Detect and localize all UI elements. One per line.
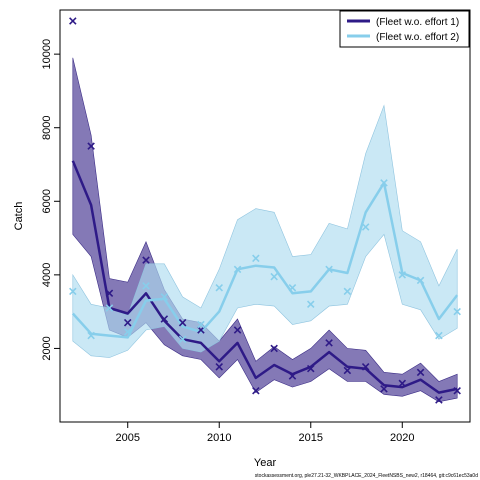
observed-points [69, 17, 461, 404]
observed-point-series-1 [288, 372, 297, 380]
observed-point-series-2 [123, 328, 132, 336]
observed-point-series-2 [160, 293, 169, 301]
observed-point-series-2 [361, 223, 370, 231]
x-tick-label: 2020 [390, 432, 414, 444]
confidence-bands [72, 57, 458, 403]
band-series-2 [72, 104, 458, 358]
observed-point-series-1 [361, 363, 370, 371]
y-tick-label: 6000 [41, 189, 53, 213]
observed-point-series-1 [270, 344, 278, 353]
observed-point-series-1 [343, 366, 352, 375]
y-axis-label: Catch [13, 202, 25, 231]
observed-point-series-1 [453, 386, 461, 395]
observed-point-series-2 [380, 179, 388, 187]
observed-point-series-2 [343, 287, 352, 296]
observed-point-series-2 [288, 283, 297, 292]
observed-point-series-1 [380, 385, 388, 393]
observed-point-series-2 [252, 254, 260, 263]
footer-note: stockassessment.org, ple27.21-32_WKBPLAC… [255, 473, 478, 479]
y-tick-label: 2000 [41, 336, 53, 360]
x-tick-label: 2010 [207, 432, 231, 444]
observed-point-series-1 [123, 318, 132, 327]
legend-label-series-2: (Fleet w.o. effort 2) [376, 32, 459, 43]
y-tick-label: 4000 [41, 263, 53, 287]
plot-frame [59, 9, 471, 423]
fitted-line-series-2 [71, 181, 459, 339]
observed-point-series-1 [178, 318, 187, 327]
observed-point-series-2 [197, 320, 205, 329]
legend: (Fleet w.o. effort 1) (Fleet w.o. effort… [339, 10, 470, 48]
observed-point-series-2 [325, 265, 333, 274]
observed-point-series-1 [142, 256, 150, 264]
observed-point-series-1 [398, 379, 407, 388]
x-axis-label: Year [254, 457, 277, 469]
observed-point-series-1 [160, 315, 169, 323]
observed-point-series-1 [435, 396, 443, 404]
observed-point-series-2 [87, 331, 95, 340]
observed-point-series-1 [325, 339, 333, 347]
observed-point-series-1 [197, 326, 205, 334]
observed-point-series-1 [87, 142, 95, 150]
observed-point-series-2 [215, 283, 224, 292]
observed-point-series-2 [306, 300, 315, 309]
fitted-line-series-1 [71, 160, 458, 394]
observed-point-series-2 [178, 335, 187, 343]
observed-point-series-2 [435, 331, 443, 340]
observed-point-series-2 [398, 271, 407, 279]
observed-point-series-1 [306, 364, 315, 373]
fitted-lines [71, 160, 459, 394]
observed-point-series-2 [105, 304, 114, 312]
observed-point-series-1 [215, 363, 224, 371]
observed-point-series-1 [105, 289, 114, 298]
observed-point-series-1 [252, 386, 260, 395]
observed-point-series-2 [69, 287, 77, 296]
observed-point-series-2 [416, 276, 425, 285]
observed-point-series-1 [416, 368, 425, 377]
y-tick-label: 10000 [41, 39, 53, 70]
x-axis: 2005 2010 2015 2020 [115, 422, 415, 444]
observed-point-series-2 [270, 272, 278, 281]
y-tick-label: 8000 [41, 115, 53, 139]
x-tick-label: 2005 [115, 432, 139, 444]
observed-point-series-1 [69, 17, 77, 25]
x-tick-label: 2015 [299, 432, 323, 444]
legend-box [339, 10, 470, 48]
observed-point-series-2 [233, 265, 242, 274]
observed-point-series-2 [453, 307, 461, 316]
observed-point-series-1 [233, 326, 242, 334]
legend-label-series-1: (Fleet w.o. effort 1) [376, 17, 459, 28]
y-axis: 2000 4000 6000 8000 10000 [41, 39, 60, 361]
observed-point-series-2 [142, 282, 150, 290]
